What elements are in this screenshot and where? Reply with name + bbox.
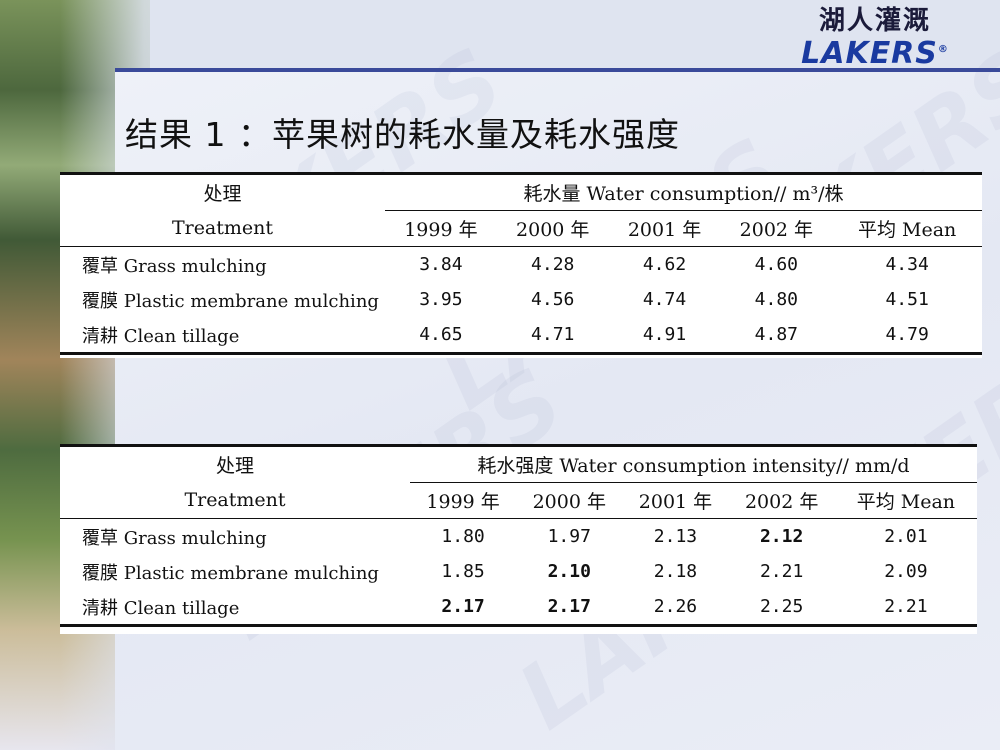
row-label: 覆膜 Plastic membrane mulching	[82, 290, 379, 312]
cell-value: 2.12	[759, 526, 804, 547]
slide-title: 结果 1 ：苹果树的耗水量及耗水强度	[125, 115, 680, 154]
row-label: 清耕 Clean tillage	[82, 325, 240, 347]
cell-value: 4.91	[642, 324, 687, 345]
table-row: 覆膜 Plastic membrane mulching 3.95 4.56 4…	[60, 282, 982, 317]
cell-value: 4.65	[419, 324, 463, 345]
cell-value: 1.80	[441, 526, 485, 547]
cell-value: 2.26	[653, 596, 698, 617]
row-label: 覆膜 Plastic membrane mulching	[82, 562, 379, 584]
header-group: 耗水强度 Water consumption intensity// mm/d	[477, 455, 910, 477]
cell-value: 4.62	[642, 254, 687, 275]
table-row: 覆草 Grass mulching 1.80 1.97 2.13 2.12 2.…	[60, 518, 977, 555]
cell-value: 2.17	[547, 596, 591, 617]
table-row: 清耕 Clean tillage 2.17 2.17 2.26 2.25 2.2…	[60, 589, 977, 626]
row-label: 覆草 Grass mulching	[82, 527, 267, 549]
column-header: 2002 年	[720, 210, 833, 247]
table-row: 覆草 Grass mulching 3.84 4.28 4.62 4.60 4.…	[60, 246, 982, 283]
water-intensity-table: 处理 耗水强度 Water consumption intensity// mm…	[60, 444, 977, 634]
column-header: 1999 年	[385, 210, 497, 247]
cell-value: 1.85	[441, 561, 485, 582]
header-treatment-en: Treatment	[184, 489, 286, 512]
cell-value: 3.95	[419, 289, 463, 310]
cell-value: 4.34	[885, 254, 929, 275]
header-rule	[115, 68, 1000, 72]
lakers-logo: 湖人灌溉 LAKERS®	[790, 6, 960, 71]
table-row: 覆膜 Plastic membrane mulching 1.85 2.10 2…	[60, 554, 977, 589]
column-header: 2002 年	[728, 482, 835, 519]
cell-value: 4.28	[531, 254, 575, 275]
cell-value: 2.18	[653, 561, 698, 582]
cell-value: 4.71	[531, 324, 575, 345]
column-header: 平均 Mean	[832, 210, 982, 247]
column-header: 2000 年	[496, 210, 609, 247]
cell-value: 2.21	[884, 596, 928, 617]
column-header: 平均 Mean	[834, 482, 977, 519]
cell-value: 1.97	[547, 526, 591, 547]
column-header: 2001 年	[608, 210, 721, 247]
row-label: 覆草 Grass mulching	[82, 255, 267, 277]
cell-value: 2.25	[759, 596, 804, 617]
cell-value: 2.21	[759, 561, 804, 582]
header-group: 耗水量 Water consumption// m³/株	[523, 183, 844, 205]
cell-value: 2.10	[547, 561, 591, 582]
cell-value: 4.80	[754, 289, 799, 310]
cell-value: 2.09	[884, 561, 928, 582]
cell-value: 4.60	[754, 254, 799, 275]
cell-value: 2.01	[884, 526, 928, 547]
cell-value: 2.13	[653, 526, 698, 547]
column-header: 1999 年	[410, 482, 517, 519]
logo-chinese: 湖人灌溉	[818, 6, 931, 36]
header-treatment-en: Treatment	[171, 217, 274, 240]
column-header: 2000 年	[516, 482, 623, 519]
cell-value: 4.56	[531, 289, 575, 310]
row-label: 清耕 Clean tillage	[82, 597, 240, 619]
header-treatment-cn: 处理	[203, 183, 242, 206]
table-row: 清耕 Clean tillage 4.65 4.71 4.91 4.87 4.7…	[60, 317, 982, 354]
cell-value: 4.51	[885, 289, 929, 310]
logo-english: LAKERS®	[801, 36, 949, 71]
column-header: 2001 年	[622, 482, 729, 519]
cell-value: 3.84	[419, 254, 463, 275]
cell-value: 4.74	[642, 289, 687, 310]
cell-value: 2.17	[441, 596, 485, 617]
header-treatment-cn: 处理	[215, 455, 254, 478]
cell-value: 4.87	[754, 324, 799, 345]
cell-value: 4.79	[885, 324, 929, 345]
water-consumption-table: 处理 耗水量 Water consumption// m³/株 Treatmen…	[60, 172, 982, 358]
